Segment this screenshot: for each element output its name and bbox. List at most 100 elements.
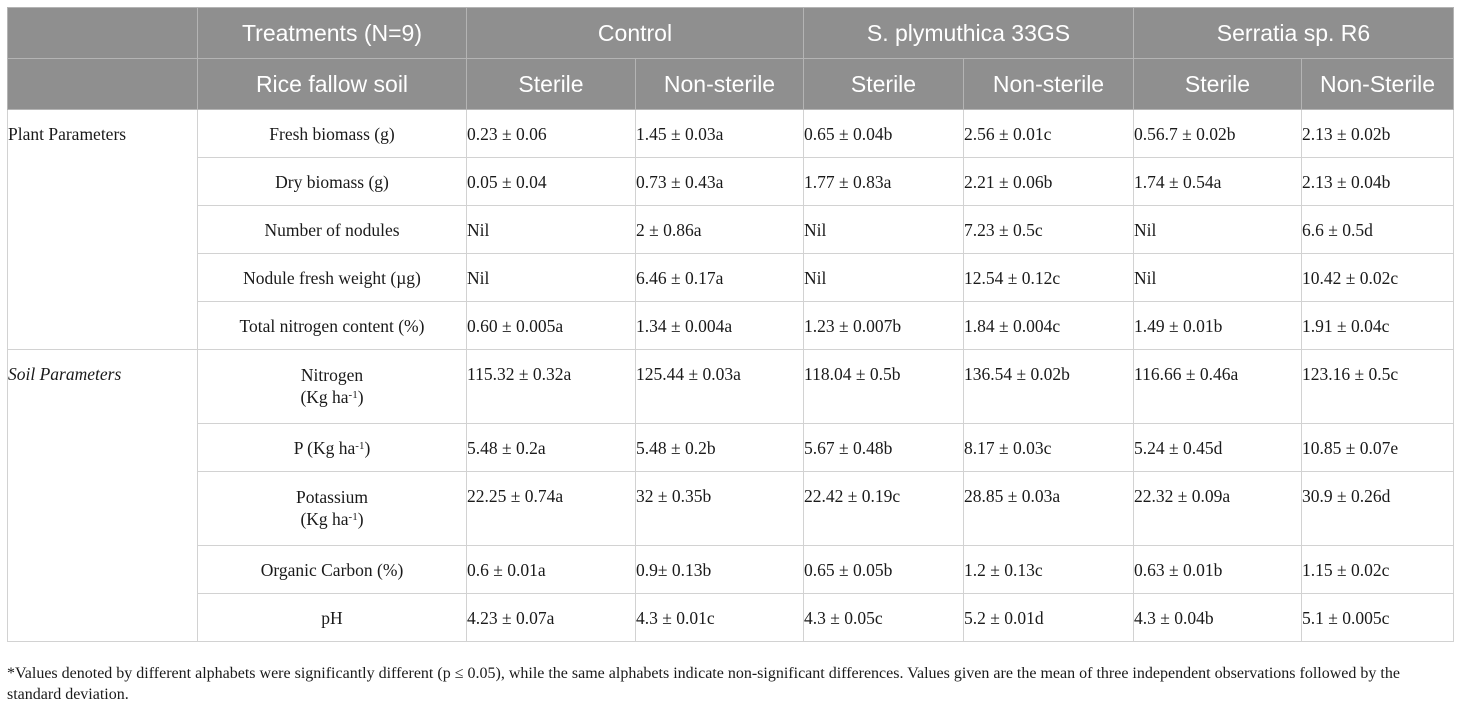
value-cell: 0.63 ± 0.01b <box>1133 545 1302 594</box>
value-cell: Nil <box>466 253 636 302</box>
value-cell: 8.17 ± 0.03c <box>963 423 1134 472</box>
value-cell: 22.42 ± 0.19c <box>803 471 964 546</box>
table-row: Number of nodules Nil 2 ± 0.86a Nil 7.23… <box>8 205 1454 254</box>
value-cell: 1.84 ± 0.004c <box>963 301 1134 350</box>
header-condition: Non-Sterile <box>1301 58 1454 110</box>
table-row: P (Kg ha-1) 5.48 ± 0.2a 5.48 ± 0.2b 5.67… <box>8 423 1454 472</box>
table-row: Dry biomass (g) 0.05 ± 0.04 0.73 ± 0.43a… <box>8 157 1454 206</box>
param-label: Nodule fresh weight (µg) <box>197 253 467 302</box>
group-label-plant: Plant Parameters <box>7 109 198 350</box>
header-soil-label: Rice fallow soil <box>197 58 467 110</box>
param-label: Number of nodules <box>197 205 467 254</box>
table-row: Potassium (Kg ha-1) 22.25 ± 0.74a 32 ± 0… <box>8 471 1454 546</box>
value-cell: 0.05 ± 0.04 <box>466 157 636 206</box>
value-cell: 0.65 ± 0.04b <box>803 109 964 158</box>
value-cell: 0.56.7 ± 0.02b <box>1133 109 1302 158</box>
value-cell: 4.3 ± 0.01c <box>635 593 804 642</box>
value-cell: 2.21 ± 0.06b <box>963 157 1134 206</box>
param-text: ) <box>364 438 371 458</box>
header-condition: Non-sterile <box>635 58 804 110</box>
value-cell: 1.23 ± 0.007b <box>803 301 964 350</box>
value-cell: 30.9 ± 0.26d <box>1301 471 1454 546</box>
value-cell: 12.54 ± 0.12c <box>963 253 1134 302</box>
header-group-serratia-r6: Serratia sp. R6 <box>1133 7 1454 59</box>
param-unit-text: ) <box>357 509 364 529</box>
header-row-treatments: Treatments (N=9) Control S. plymuthica 3… <box>7 7 1454 59</box>
value-cell: 1.77 ± 0.83a <box>803 157 964 206</box>
header-condition: Sterile <box>1133 58 1302 110</box>
param-text: P (Kg ha <box>293 438 356 458</box>
param-label: Potassium (Kg ha-1) <box>197 471 467 546</box>
value-cell: 123.16 ± 0.5c <box>1301 349 1454 424</box>
table-footnote: *Values denoted by different alphabets w… <box>7 665 1400 703</box>
value-cell: 7.23 ± 0.5c <box>963 205 1134 254</box>
value-cell: 4.3 ± 0.04b <box>1133 593 1302 642</box>
results-table: Treatments (N=9) Control S. plymuthica 3… <box>7 7 1454 642</box>
value-cell: 5.2 ± 0.01d <box>963 593 1134 642</box>
value-cell: 1.45 ± 0.03a <box>635 109 804 158</box>
param-unit-sup: -1 <box>348 389 358 401</box>
header-condition: Sterile <box>803 58 964 110</box>
value-cell: 1.2 ± 0.13c <box>963 545 1134 594</box>
table-row: Nodule fresh weight (µg) Nil 6.46 ± 0.17… <box>8 253 1454 302</box>
value-cell: Nil <box>1133 253 1302 302</box>
value-cell: 115.32 ± 0.32a <box>466 349 636 424</box>
value-cell: 0.73 ± 0.43a <box>635 157 804 206</box>
value-cell: 5.48 ± 0.2a <box>466 423 636 472</box>
value-cell: Nil <box>803 205 964 254</box>
value-cell: 0.23 ± 0.06 <box>466 109 636 158</box>
value-cell: 6.6 ± 0.5d <box>1301 205 1454 254</box>
value-cell: 10.42 ± 0.02c <box>1301 253 1454 302</box>
value-cell: 2 ± 0.86a <box>635 205 804 254</box>
value-cell: Nil <box>1133 205 1302 254</box>
value-cell: 6.46 ± 0.17a <box>635 253 804 302</box>
param-label-line: Nitrogen <box>300 365 364 385</box>
param-unit-text: (Kg ha <box>300 387 349 407</box>
header-group-control: Control <box>466 7 804 59</box>
value-cell: 1.49 ± 0.01b <box>1133 301 1302 350</box>
value-cell: 28.85 ± 0.03a <box>963 471 1134 546</box>
value-cell: 2.13 ± 0.04b <box>1301 157 1454 206</box>
param-label-line: Potassium <box>296 487 368 507</box>
value-cell: Nil <box>466 205 636 254</box>
param-unit-sup: -1 <box>348 511 358 523</box>
header-condition: Sterile <box>466 58 636 110</box>
value-cell: 1.15 ± 0.02c <box>1301 545 1454 594</box>
value-cell: 5.24 ± 0.45d <box>1133 423 1302 472</box>
param-unit-text: (Kg ha <box>300 509 349 529</box>
param-unit-line: (Kg ha-1) <box>198 386 466 408</box>
table-row: Plant Parameters Fresh biomass (g) 0.23 … <box>7 109 1454 350</box>
value-cell: 10.85 ± 0.07e <box>1301 423 1454 472</box>
value-cell: 32 ± 0.35b <box>635 471 804 546</box>
value-cell: 1.74 ± 0.54a <box>1133 157 1302 206</box>
header-corner-cell <box>7 58 198 110</box>
value-cell: 2.56 ± 0.01c <box>963 109 1134 158</box>
value-cell: 0.65 ± 0.05b <box>803 545 964 594</box>
param-label: Total nitrogen content (%) <box>197 301 467 350</box>
value-cell: 5.48 ± 0.2b <box>635 423 804 472</box>
value-cell: 0.9± 0.13b <box>635 545 804 594</box>
param-label: pH <box>197 593 467 642</box>
table-row: Total nitrogen content (%) 0.60 ± 0.005a… <box>8 301 1454 350</box>
value-cell: 4.23 ± 0.07a <box>466 593 636 642</box>
param-unit-sup: -1 <box>355 440 365 452</box>
value-cell: 0.60 ± 0.005a <box>466 301 636 350</box>
table-row: Organic Carbon (%) 0.6 ± 0.01a 0.9± 0.13… <box>8 545 1454 594</box>
header-treatments-label: Treatments (N=9) <box>197 7 467 59</box>
value-cell: 22.32 ± 0.09a <box>1133 471 1302 546</box>
param-label: Dry biomass (g) <box>197 157 467 206</box>
header-condition: Non-sterile <box>963 58 1134 110</box>
header-row-conditions: Rice fallow soil Sterile Non-sterile Ste… <box>7 58 1454 110</box>
param-label: P (Kg ha-1) <box>197 423 467 472</box>
value-cell: 0.6 ± 0.01a <box>466 545 636 594</box>
table-row: pH 4.23 ± 0.07a 4.3 ± 0.01c 4.3 ± 0.05c … <box>8 593 1454 642</box>
header-group-s-plymuthica: S. plymuthica 33GS <box>803 7 1134 59</box>
param-unit-line: (Kg ha-1) <box>198 508 466 530</box>
value-cell: 22.25 ± 0.74a <box>466 471 636 546</box>
value-cell: 116.66 ± 0.46a <box>1133 349 1302 424</box>
param-unit-text: ) <box>357 387 364 407</box>
header-corner-cell <box>7 7 198 59</box>
value-cell: Nil <box>803 253 964 302</box>
value-cell: 5.1 ± 0.005c <box>1301 593 1454 642</box>
value-cell: 2.13 ± 0.02b <box>1301 109 1454 158</box>
